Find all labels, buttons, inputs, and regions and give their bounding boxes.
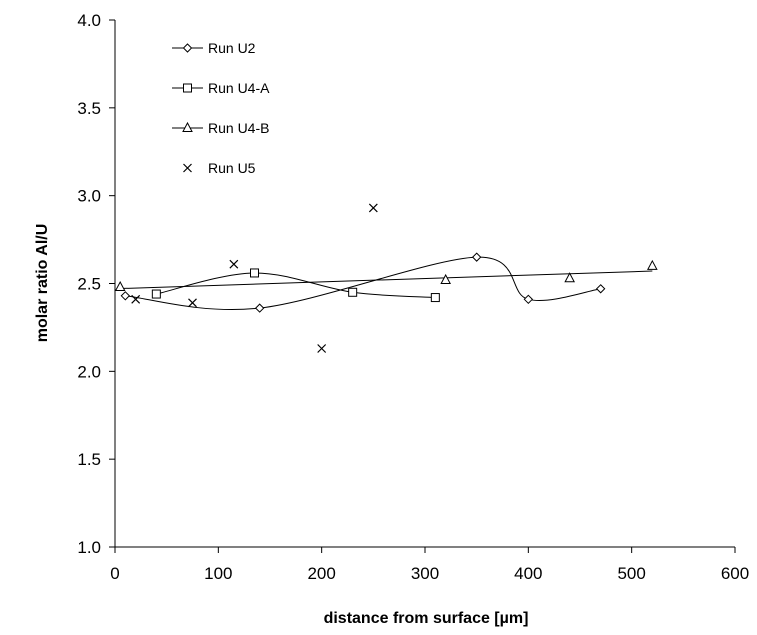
data-point-run-u2 (523, 294, 534, 305)
x-tick-label: 200 (307, 564, 335, 583)
series-line-run-u2 (125, 256, 601, 311)
series-lines (120, 256, 653, 311)
legend-marker-run-u4-b (182, 121, 193, 132)
x-tick-label: 500 (617, 564, 645, 583)
data-point-run-u4-b (564, 272, 575, 283)
data-point-run-u2 (471, 252, 482, 262)
data-point-run-u4-b (114, 280, 126, 292)
data-point-run-u4-a (151, 289, 161, 299)
series-points (114, 203, 658, 353)
legend-label-run-u4-b: Run U4-B (208, 120, 269, 136)
y-axis-label: molar ratio Al/U (34, 224, 51, 343)
data-point-run-u2 (120, 291, 131, 301)
series-line-run-u4-a (156, 272, 436, 299)
legend-marker-run-u2 (182, 43, 193, 53)
data-point-run-u4-a (430, 293, 440, 303)
data-point-run-u5 (317, 344, 327, 353)
series-line-run-u4-b (120, 270, 653, 290)
x-tick-label: 0 (110, 564, 119, 583)
legend-label-run-u5: Run U5 (208, 160, 256, 176)
y-tick-label: 3.5 (77, 99, 101, 118)
y-tick-label: 1.5 (77, 450, 101, 469)
y-tick-label: 1.0 (77, 538, 101, 557)
legend-label-run-u2: Run U2 (208, 40, 256, 56)
y-tick-label: 3.0 (77, 187, 101, 206)
data-point-run-u2 (595, 284, 606, 294)
x-axis-label: distance from surface [µm] (324, 610, 529, 627)
legend-marker-run-u4-a (183, 83, 192, 93)
legend-label-run-u4-a: Run U4-A (208, 80, 270, 96)
x-tick-label: 100 (204, 564, 232, 583)
data-point-run-u5 (368, 203, 378, 213)
y-axis-ticks: 1.0 1.5 2.0 2.5 3.0 3.5 4.0 (77, 11, 115, 557)
data-point-run-u4-b (440, 273, 451, 284)
data-point-run-u2 (254, 303, 265, 313)
data-point-run-u4-a (348, 287, 358, 297)
y-tick-label: 4.0 (77, 11, 101, 30)
data-point-run-u5 (131, 294, 141, 304)
y-tick-label: 2.0 (77, 362, 101, 381)
data-point-run-u5 (188, 298, 197, 308)
y-tick-label: 2.5 (77, 275, 101, 294)
x-tick-label: 600 (721, 564, 749, 583)
data-point-run-u4-b (647, 259, 658, 270)
legend: Run U2 Run U4-A Run U4-B Run U5 (172, 40, 270, 176)
data-point-run-u4-a (250, 268, 259, 278)
legend-marker-run-u5 (183, 163, 192, 173)
x-axis-ticks: 0 100 200 300 400 500 600 (110, 547, 749, 583)
data-point-run-u5 (229, 259, 239, 269)
axes (114, 20, 735, 548)
x-tick-label: 300 (411, 564, 439, 583)
x-tick-label: 400 (514, 564, 542, 583)
